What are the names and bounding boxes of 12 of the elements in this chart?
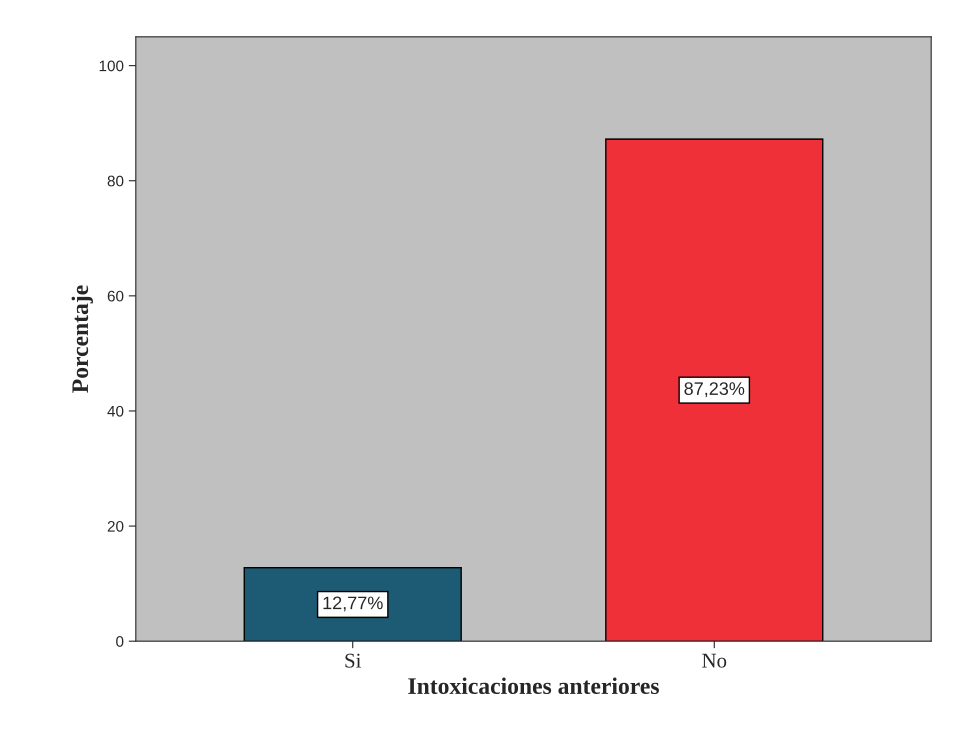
y-tick-label: 20	[108, 520, 124, 532]
x-tick-label: Si	[345, 654, 362, 668]
y-axis-title: Porcentaje	[72, 285, 93, 393]
y-tick-label: 0	[116, 636, 124, 647]
y-tick-label: 60	[108, 290, 124, 302]
x-tick-label: No	[702, 654, 726, 668]
y-tick-label: 80	[108, 176, 124, 186]
data-label: 87,23%	[684, 382, 744, 398]
data-label: 12,77%	[323, 596, 383, 612]
x-axis-title: Intoxicaciones anteriores	[408, 677, 659, 694]
y-tick-label: 40	[107, 406, 124, 417]
y-tick-label: 100	[100, 60, 124, 72]
